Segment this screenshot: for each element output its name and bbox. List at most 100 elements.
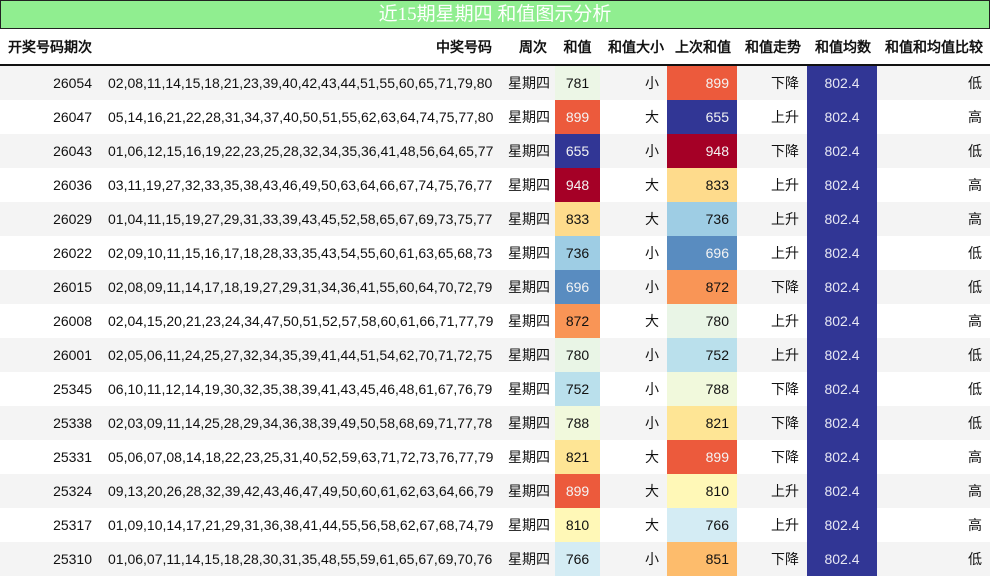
cell-mean: 802.4 [807,440,877,474]
cell-compare: 低 [877,542,990,576]
cell-weekday: 星期四 [500,100,555,134]
cell-size: 大 [600,440,667,474]
cell-sum: 810 [555,508,600,542]
cell-trend: 上升 [737,338,807,372]
cell-sum: 948 [555,168,600,202]
cell-size: 小 [600,372,667,406]
cell-compare: 高 [877,168,990,202]
cell-compare: 高 [877,100,990,134]
cell-weekday: 星期四 [500,168,555,202]
cell-prev-sum: 872 [667,270,737,304]
cell-trend: 上升 [737,202,807,236]
table-row: 26015 02,08,09,11,14,17,18,19,27,29,31,34… [0,270,990,304]
table-row: 25345 06,10,11,12,14,19,30,32,35,38,39,41… [0,372,990,406]
cell-mean: 802.4 [807,542,877,576]
cell-numbers: 02,04,15,20,21,23,24,34,47,50,51,52,57,5… [100,304,500,338]
cell-prev-sum: 821 [667,406,737,440]
cell-size: 大 [600,508,667,542]
cell-mean: 802.4 [807,168,877,202]
cell-numbers: 01,06,07,11,14,15,18,28,30,31,35,48,55,5… [100,542,500,576]
cell-sum: 766 [555,542,600,576]
cell-mean: 802.4 [807,270,877,304]
cell-weekday: 星期四 [500,440,555,474]
cell-trend: 上升 [737,100,807,134]
cell-prev-sum: 788 [667,372,737,406]
cell-numbers: 01,09,10,14,17,21,29,31,36,38,41,44,55,5… [100,508,500,542]
cell-period: 26029 [0,202,100,236]
cell-mean: 802.4 [807,236,877,270]
cell-sum: 788 [555,406,600,440]
cell-period: 26022 [0,236,100,270]
cell-weekday: 星期四 [500,372,555,406]
cell-size: 小 [600,134,667,168]
cell-trend: 下降 [737,134,807,168]
cell-compare: 低 [877,270,990,304]
cell-mean: 802.4 [807,372,877,406]
header-numbers: 中奖号码 [100,29,500,66]
cell-size: 大 [600,168,667,202]
table-header-row: 开奖号码期次 中奖号码 周次 和值 和值大小 上次和值 和值走势 和值均数 和值… [0,29,990,66]
cell-compare: 低 [877,134,990,168]
cell-period: 25324 [0,474,100,508]
cell-sum: 696 [555,270,600,304]
table-row: 25310 01,06,07,11,14,15,18,28,30,31,35,48… [0,542,990,576]
cell-sum: 899 [555,474,600,508]
cell-period: 26054 [0,65,100,100]
cell-trend: 上升 [737,236,807,270]
table-row: 26029 01,04,11,15,19,27,29,31,33,39,43,45… [0,202,990,236]
cell-numbers: 05,14,16,21,22,28,31,34,37,40,50,51,55,6… [100,100,500,134]
header-size: 和值大小 [600,29,667,66]
cell-compare: 高 [877,304,990,338]
table-row: 26036 03,11,19,27,32,33,35,38,43,46,49,50… [0,168,990,202]
cell-numbers: 02,09,10,11,15,16,17,18,28,33,35,43,54,5… [100,236,500,270]
cell-sum: 872 [555,304,600,338]
cell-trend: 上升 [737,508,807,542]
cell-sum: 780 [555,338,600,372]
cell-size: 小 [600,270,667,304]
cell-period: 26001 [0,338,100,372]
cell-period: 26043 [0,134,100,168]
cell-sum: 899 [555,100,600,134]
cell-numbers: 06,10,11,12,14,19,30,32,35,38,39,41,43,4… [100,372,500,406]
cell-compare: 高 [877,508,990,542]
cell-size: 小 [600,236,667,270]
cell-size: 大 [600,304,667,338]
header-weekday: 周次 [500,29,555,66]
table-row: 25317 01,09,10,14,17,21,29,31,36,38,41,44… [0,508,990,542]
table-row: 26047 05,14,16,21,22,28,31,34,37,40,50,51… [0,100,990,134]
cell-compare: 低 [877,65,990,100]
cell-sum: 821 [555,440,600,474]
cell-numbers: 02,03,09,11,14,25,28,29,34,36,38,39,49,5… [100,406,500,440]
cell-prev-sum: 833 [667,168,737,202]
cell-weekday: 星期四 [500,406,555,440]
cell-trend: 下降 [737,542,807,576]
cell-prev-sum: 948 [667,134,737,168]
cell-size: 小 [600,338,667,372]
cell-compare: 高 [877,440,990,474]
cell-mean: 802.4 [807,508,877,542]
header-mean: 和值均数 [807,29,877,66]
cell-numbers: 02,08,09,11,14,17,18,19,27,29,31,34,36,4… [100,270,500,304]
cell-period: 25338 [0,406,100,440]
cell-weekday: 星期四 [500,270,555,304]
cell-period: 26008 [0,304,100,338]
cell-trend: 下降 [737,65,807,100]
header-sum: 和值 [555,29,600,66]
cell-mean: 802.4 [807,304,877,338]
cell-mean: 802.4 [807,202,877,236]
cell-weekday: 星期四 [500,236,555,270]
cell-numbers: 09,13,20,26,28,32,39,42,43,46,47,49,50,6… [100,474,500,508]
cell-weekday: 星期四 [500,304,555,338]
cell-period: 26015 [0,270,100,304]
cell-mean: 802.4 [807,65,877,100]
table-body: 26054 02,08,11,14,15,18,21,23,39,40,42,43… [0,65,990,576]
cell-weekday: 星期四 [500,508,555,542]
cell-numbers: 05,06,07,08,14,18,22,23,25,31,40,52,59,6… [100,440,500,474]
cell-trend: 上升 [737,474,807,508]
cell-trend: 下降 [737,270,807,304]
table-row: 25331 05,06,07,08,14,18,22,23,25,31,40,52… [0,440,990,474]
cell-sum: 752 [555,372,600,406]
table-row: 26022 02,09,10,11,15,16,17,18,28,33,35,43… [0,236,990,270]
table-row: 26054 02,08,11,14,15,18,21,23,39,40,42,43… [0,65,990,100]
cell-compare: 高 [877,202,990,236]
